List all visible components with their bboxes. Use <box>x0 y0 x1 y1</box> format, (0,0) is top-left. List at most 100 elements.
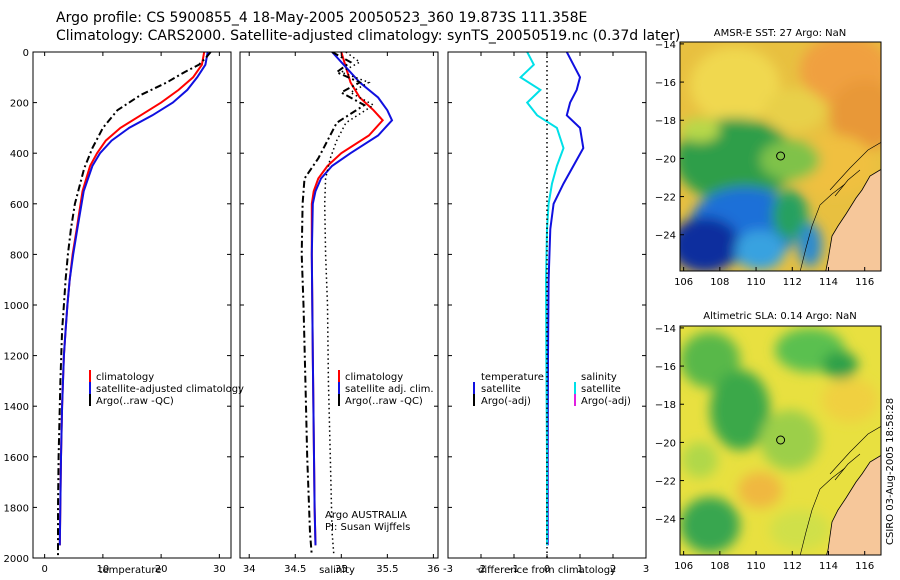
salinity-plot-frame <box>239 51 439 559</box>
map-y-tick-label: −14 <box>655 324 676 335</box>
x-tick-label: 35.5 <box>376 564 398 575</box>
y-tick-label: 1200 <box>4 352 29 363</box>
x-tick-label: 0 <box>41 564 47 575</box>
temperature-series-group <box>57 52 212 556</box>
sst-map-title: AMSR-E SST: 27 Argo: NaN <box>714 28 847 39</box>
map-y-tick-label: −24 <box>655 231 676 242</box>
x-tick-label: 20 <box>155 564 168 575</box>
map-x-tick-label: 108 <box>710 561 729 572</box>
map-x-tick-label: 114 <box>819 277 838 288</box>
legend-satellite-label: satellite-adjusted climatology <box>96 384 244 395</box>
map-y-tick-label: −20 <box>655 438 676 449</box>
series-line-2 <box>57 52 212 556</box>
map-x-tick-label: 116 <box>855 277 874 288</box>
credit-label: CSIRO 03-Aug-2005 18:58:28 <box>885 398 896 545</box>
y-tick-label: 1000 <box>4 301 29 312</box>
temperature-y-ticks: 0 200 400 600 800 1000 1200 1400 1600 1800 2000 <box>4 48 231 565</box>
y-tick-label: 1400 <box>4 402 29 413</box>
legend-climatology-label: climatology <box>96 372 154 383</box>
series-line-1 <box>58 52 209 546</box>
map-y-tick-label: −20 <box>655 154 676 165</box>
map-y-tick-label: −16 <box>655 78 676 89</box>
map-x-tick-label: 110 <box>747 277 766 288</box>
x-tick-label: 2 <box>610 564 616 575</box>
map-x-tick-label: 108 <box>710 277 729 288</box>
salinity-y-ticks <box>240 51 438 559</box>
y-tick-label: 600 <box>10 200 29 211</box>
sla-map-x-ticks: 106 108 110 112 114 116 <box>674 551 874 572</box>
difference-x-ticks: -3 -2 -1 0 1 2 3 <box>443 52 649 575</box>
map-y-tick-label: −24 <box>655 515 676 526</box>
y-tick-label: 0 <box>23 48 29 59</box>
legend-satellite-label: satellite adj. clim. <box>345 384 434 395</box>
series-line-1 <box>518 52 565 546</box>
salinity-x-ticks: 34 34.5 35 35.5 36 <box>243 52 440 575</box>
annotation-pi: PI: Susan Wijffels <box>325 522 410 533</box>
difference-series-group <box>518 52 585 558</box>
sst-map-argo-marker <box>776 151 786 161</box>
series-line-2 <box>300 52 367 556</box>
salinity-panel: 34 34.5 35 35.5 36 salinity climatology sate… <box>239 51 440 576</box>
salinity-series-group <box>300 52 394 556</box>
y-tick-label: 1600 <box>4 453 29 464</box>
page-subtitle: Climatology: CARS2000. Satellite-adjuste… <box>56 28 681 44</box>
map-x-tick-label: 110 <box>747 561 766 572</box>
salinity-xlabel: salinity <box>319 565 355 576</box>
x-tick-label: 0 <box>544 564 550 575</box>
x-tick-label: -1 <box>509 564 519 575</box>
series-line-1 <box>310 52 394 546</box>
x-tick-label: 30 <box>213 564 226 575</box>
x-tick-label: 3 <box>643 564 649 575</box>
sla-map-argo-marker <box>776 435 786 445</box>
map-y-tick-label: −18 <box>655 400 676 411</box>
sla-map-y-ticks: −14 −16 −18 −20 −22 −24 <box>655 324 684 526</box>
series-line-3 <box>323 52 375 556</box>
page-title: Argo profile: CS 5900855_4 18-May-2005 2… <box>56 10 588 26</box>
sst-map-field <box>680 42 881 271</box>
legend-climatology-label: climatology <box>345 372 403 383</box>
sst-map-frame <box>679 41 882 272</box>
y-tick-label: 2000 <box>4 554 29 565</box>
legend-sal-argo-label: Argo(-adj) <box>581 396 631 407</box>
y-tick-label: 400 <box>10 149 29 160</box>
x-tick-label: -3 <box>443 564 453 575</box>
map-x-tick-label: 114 <box>819 561 838 572</box>
map-x-tick-label: 106 <box>674 277 693 288</box>
x-tick-label: 36 <box>427 564 440 575</box>
x-tick-label: 1 <box>577 564 583 575</box>
temperature-panel: 0 10 20 30 0 200 400 600 800 1000 1200 1400 1600 180… <box>4 48 244 576</box>
sla-map: Altimetric SLA: 0.14 Argo: NaN 106 108 <box>655 311 882 572</box>
difference-legend: temperature satellite Argo(-adj) salinit… <box>473 372 631 407</box>
x-tick-label: -2 <box>476 564 486 575</box>
map-y-tick-label: −14 <box>655 40 676 51</box>
y-tick-label: 200 <box>10 99 29 110</box>
legend-argo-label: Argo(..raw -QC) <box>345 396 423 407</box>
sst-map-x-ticks: 106 108 110 112 114 116 <box>674 267 874 288</box>
difference-xlabel: difference from climatology <box>478 565 616 576</box>
temperature-legend: climatology satellite-adjusted climatolo… <box>89 370 244 407</box>
map-y-tick-label: −22 <box>655 193 676 204</box>
legend-argo-label: Argo(..raw -QC) <box>96 396 174 407</box>
temperature-x-ticks: 0 10 20 30 <box>41 52 226 575</box>
x-tick-label: 34.5 <box>284 564 306 575</box>
series-line-0 <box>546 52 585 546</box>
sla-map-title: Altimetric SLA: 0.14 Argo: NaN <box>703 311 856 322</box>
series-line-0 <box>310 52 385 546</box>
x-tick-label: 10 <box>97 564 110 575</box>
temperature-xlabel: temperature <box>99 565 162 576</box>
legend-temp-argo-label: Argo(-adj) <box>481 396 531 407</box>
salinity-legend: climatology satellite adj. clim. Argo(..… <box>338 370 434 407</box>
map-y-tick-label: −16 <box>655 362 676 373</box>
sla-map-frame <box>679 325 882 556</box>
sst-map: AMSR-E SST: 27 Argo: NaN <box>655 28 882 288</box>
sla-map-field <box>680 326 881 555</box>
map-x-tick-label: 116 <box>855 561 874 572</box>
y-tick-label: 800 <box>10 250 29 261</box>
legend-salinity-heading: salinity <box>581 372 617 383</box>
annotation-argo-australia: Argo AUSTRALIA <box>325 510 407 521</box>
map-x-tick-label: 106 <box>674 561 693 572</box>
map-y-tick-label: −22 <box>655 477 676 488</box>
temperature-plot-frame <box>32 51 232 559</box>
legend-sal-satellite-label: satellite <box>581 384 621 395</box>
